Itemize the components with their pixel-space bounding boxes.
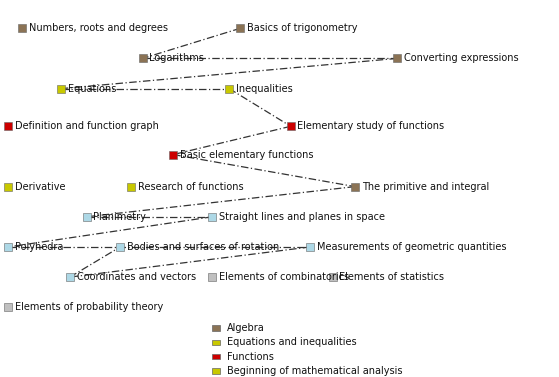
Text: Beginning of mathematical analysis: Beginning of mathematical analysis [227, 366, 402, 376]
Text: Polyhedra: Polyhedra [15, 242, 64, 252]
Text: Coordinates and vectors: Coordinates and vectors [77, 272, 196, 282]
Text: Equations and inequalities: Equations and inequalities [227, 337, 357, 347]
Text: Basic elementary functions: Basic elementary functions [180, 150, 314, 159]
Text: Straight lines and planes in space: Straight lines and planes in space [219, 212, 385, 222]
FancyBboxPatch shape [212, 340, 220, 345]
Text: Definition and function graph: Definition and function graph [15, 121, 159, 131]
Text: The primitive and integral: The primitive and integral [362, 182, 489, 192]
Text: Equations: Equations [68, 84, 117, 93]
Text: Logarithms: Logarithms [149, 54, 204, 63]
Text: Converting expressions: Converting expressions [404, 54, 518, 63]
Text: Basics of trigonometry: Basics of trigonometry [247, 23, 358, 33]
Text: Elementary study of functions: Elementary study of functions [297, 121, 444, 131]
Text: Inequalities: Inequalities [236, 84, 293, 93]
FancyBboxPatch shape [212, 368, 220, 374]
Text: Algebra: Algebra [227, 323, 265, 333]
Text: Functions: Functions [227, 352, 274, 362]
Text: Planimetry: Planimetry [93, 212, 146, 222]
Text: Bodies and surfaces of rotation: Bodies and surfaces of rotation [127, 242, 279, 252]
Text: Elements of probability theory: Elements of probability theory [15, 302, 163, 312]
Text: Research of functions: Research of functions [138, 182, 244, 192]
FancyBboxPatch shape [212, 325, 220, 331]
FancyBboxPatch shape [212, 354, 220, 359]
Text: Measurements of geometric quantities: Measurements of geometric quantities [317, 242, 506, 252]
Text: Elements of statistics: Elements of statistics [339, 272, 444, 282]
Text: Elements of combinatorics: Elements of combinatorics [219, 272, 349, 282]
Text: Derivative: Derivative [15, 182, 65, 192]
Text: Numbers, roots and degrees: Numbers, roots and degrees [29, 23, 168, 33]
